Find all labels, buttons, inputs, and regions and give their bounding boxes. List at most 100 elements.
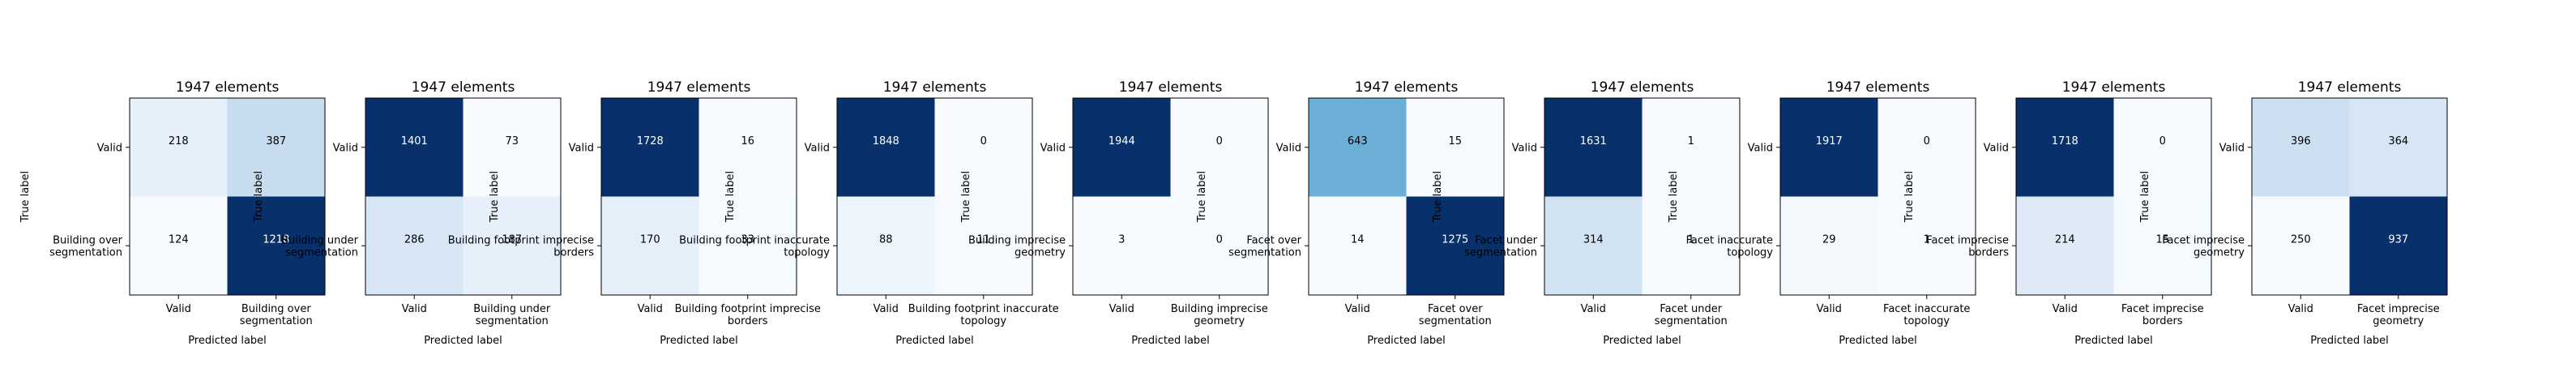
- heatmap-cell: [227, 98, 325, 197]
- panel-title: 1947 elements: [1591, 79, 1694, 96]
- x-axis-label: Predicted label: [895, 335, 974, 347]
- cell-value-label: 364: [2388, 135, 2408, 147]
- cell-value-label: 0: [1216, 135, 1223, 147]
- confusion-matrix-panel: 1728 16 170 33 1947 elements Valid Building fo…: [448, 79, 821, 347]
- cell-value-label: 1401: [401, 135, 428, 147]
- cell-value-label: 1728: [637, 135, 664, 147]
- panel-title: 1947 elements: [1119, 79, 1223, 96]
- y-tick-label: Valid: [333, 142, 358, 154]
- axes-frame: [600, 97, 797, 296]
- y-axis-label: True label: [1903, 171, 1916, 223]
- heatmap-cell: [698, 98, 797, 197]
- heatmap-cell: [2349, 98, 2447, 197]
- cell-value-label: 187: [502, 233, 522, 246]
- y-axis-label: True label: [1668, 171, 1680, 223]
- cell-value-label: 88: [879, 233, 893, 246]
- x-tick-label: Valid: [166, 303, 191, 315]
- heatmap-cell: [698, 196, 797, 295]
- heatmap-cell: [837, 196, 935, 295]
- heatmap-cell: [130, 196, 228, 295]
- cell-value-label: 0: [1924, 135, 1930, 147]
- cell-value-label: 218: [169, 135, 189, 147]
- panel-title: 1947 elements: [647, 79, 751, 96]
- panel-title: 1947 elements: [2298, 79, 2402, 96]
- x-axis-label: Predicted label: [2310, 335, 2389, 347]
- x-tick-label: Valid: [874, 303, 899, 315]
- x-tick-label: Building under segmentation: [473, 303, 551, 327]
- heatmap-cell: [365, 196, 464, 295]
- heatmap-cell: [1780, 98, 1878, 197]
- x-tick-label: Building footprint imprecise borders: [675, 303, 821, 327]
- y-tick-label: Facet under segmentation: [1464, 234, 1538, 259]
- panel-title: 1947 elements: [1826, 79, 1930, 96]
- heatmap-cell: [934, 98, 1032, 197]
- cell-value-label: 1: [1924, 233, 1930, 246]
- cell-value-label: 0: [1216, 233, 1223, 246]
- heatmap-cell: [1642, 196, 1740, 295]
- axes-frame: [1072, 97, 1269, 296]
- y-tick-label: Building footprint imprecise borders: [448, 234, 594, 259]
- x-axis-label: Predicted label: [1367, 335, 1446, 347]
- y-tick-label: Facet over segmentation: [1228, 234, 1302, 259]
- panel-title: 1947 elements: [176, 79, 280, 96]
- cell-value-label: 124: [169, 233, 189, 246]
- heatmap-cell: [365, 98, 464, 197]
- x-tick-label: Valid: [2053, 303, 2078, 315]
- heatmap-cell: [1780, 196, 1878, 295]
- x-tick-label: Valid: [1345, 303, 1370, 315]
- x-tick-label: Valid: [402, 303, 427, 315]
- y-axis-label: True label: [253, 171, 265, 223]
- confusion-matrix-panel: 1631 1 314 1 1947 elements Valid Facet under se…: [1432, 79, 1741, 347]
- cell-value-label: 396: [2291, 135, 2311, 147]
- x-tick-label: Valid: [1581, 303, 1606, 315]
- heatmap-cell: [837, 98, 935, 197]
- y-tick-label: Valid: [1984, 142, 2009, 154]
- cell-value-label: 286: [404, 233, 425, 246]
- cell-value-label: 11: [976, 233, 990, 246]
- y-tick-label: Valid: [569, 142, 594, 154]
- cell-value-label: 1: [1688, 233, 1694, 246]
- heatmap-cell: [1073, 196, 1171, 295]
- heatmap-cell: [2113, 98, 2211, 197]
- x-tick-label: Facet inaccurate topology: [1883, 303, 1970, 327]
- panel-title: 1947 elements: [412, 79, 515, 96]
- heatmap-cell: [1642, 98, 1740, 197]
- x-tick-label: Valid: [1817, 303, 1842, 315]
- cell-value-label: 314: [1583, 233, 1604, 246]
- confusion-matrix-panel: 1401 73 286 187 1947 elements Valid Building u…: [253, 79, 562, 347]
- x-axis-label: Predicted label: [1131, 335, 1210, 347]
- heatmap-cell: [130, 98, 228, 197]
- heatmap-cell: [2113, 196, 2211, 295]
- axes-frame: [1308, 97, 1505, 296]
- cell-value-label: 1218: [263, 233, 289, 246]
- heatmap-cell: [1406, 196, 1504, 295]
- y-tick-label: Building under segmentation: [281, 234, 359, 259]
- heatmap-cell: [601, 196, 699, 295]
- axes-frame: [1544, 97, 1741, 296]
- heatmap-cell: [1170, 98, 1268, 197]
- cell-value-label: 33: [741, 233, 754, 246]
- cell-value-label: 14: [1351, 233, 1365, 246]
- y-tick-label: Valid: [1512, 142, 1537, 154]
- y-tick-label: Valid: [805, 142, 830, 154]
- y-tick-label: Facet inaccurate topology: [1686, 234, 1774, 259]
- x-tick-label: Facet imprecise borders: [2121, 303, 2204, 327]
- cell-value-label: 643: [1348, 135, 1368, 147]
- confusion-matrix-panel: 1848 0 88 11 1947 elements Valid Building foot…: [679, 79, 1059, 347]
- x-tick-label: Building imprecise geometry: [1171, 303, 1268, 327]
- heatmap-cell: [1544, 98, 1643, 197]
- heatmap-cell: [227, 196, 325, 295]
- x-tick-label: Valid: [2288, 303, 2313, 315]
- cell-value-label: 1718: [2052, 135, 2078, 147]
- x-tick-label: Valid: [638, 303, 663, 315]
- panel-title: 1947 elements: [1355, 79, 1459, 96]
- cell-value-label: 29: [1822, 233, 1836, 246]
- y-tick-label: Valid: [1276, 142, 1301, 154]
- axes-frame: [129, 97, 326, 296]
- heatmap-cell: [2016, 196, 2114, 295]
- axes-frame: [2015, 97, 2212, 296]
- confusion-matrix-panel: 1718 0 214 15 1947 elements Valid Facet imprec…: [1903, 79, 2212, 347]
- x-tick-label: Facet under segmentation: [1655, 303, 1728, 327]
- confusion-matrix-panel: 1917 0 29 1 1947 elements Valid Facet inaccura…: [1668, 79, 1976, 347]
